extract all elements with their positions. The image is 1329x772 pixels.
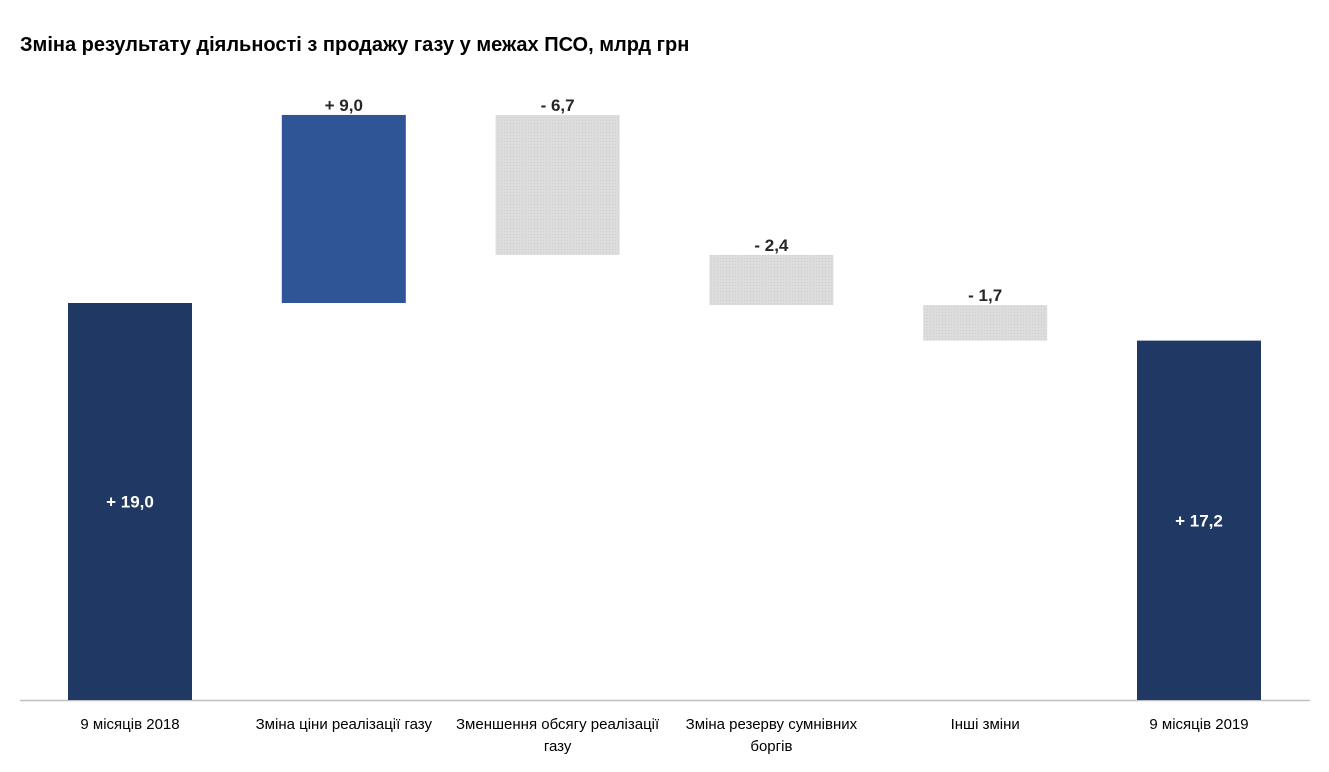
chart-title: Зміна результату діяльності з продажу га… [20,34,690,56]
data-label: + 19,0 [106,493,154,512]
bar-decrease [709,254,834,306]
data-label: - 6,7 [541,96,575,115]
x-tick-label: Зменшення обсягу реалізації газу [456,716,660,755]
data-label: + 17,2 [1175,511,1223,530]
data-label: - 1,7 [968,286,1002,305]
bar-total [1137,340,1261,700]
bar-decrease [923,305,1048,341]
x-tick-label: 9 місяців 2019 [1149,716,1249,733]
data-label: - 2,4 [754,236,789,255]
x-tick-label: Інші зміни [950,716,1020,733]
x-tick-label: 9 місяців 2018 [80,716,180,733]
x-tick-label: Зміна ціни реалізації газу [255,716,432,733]
data-label: + 9,0 [325,96,363,115]
bar-decrease [495,114,620,255]
x-tick-label: Зміна резерву сумнівних боргів [685,716,858,755]
bar-increase [281,114,406,304]
bar-total [68,303,192,700]
